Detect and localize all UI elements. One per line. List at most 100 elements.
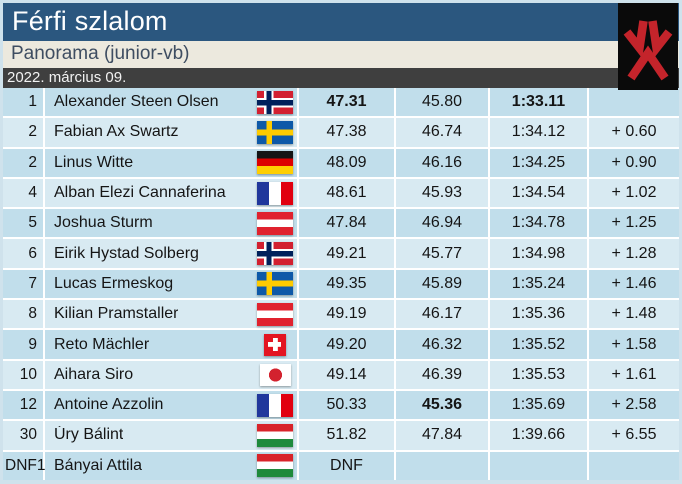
flag-icon-japan xyxy=(259,363,291,386)
athlete-name: Bányai Attila xyxy=(54,456,143,474)
run2-time: 45.93 xyxy=(396,178,488,208)
result-row: 6 Eirik Hystad Solberg 49.21 45.77 1:34.… xyxy=(3,239,679,268)
time-diff: + 1.48 xyxy=(589,300,679,329)
result-row: 9 Reto Mächler 49.20 46.32 1:35.52 + 1.5… xyxy=(3,330,679,359)
rank-cell: 5 xyxy=(3,209,43,238)
run1-time: 49.20 xyxy=(299,330,394,359)
athlete-name: Joshua Sturm xyxy=(54,214,153,232)
flag-icon-norway xyxy=(257,90,293,114)
run1-time: 49.21 xyxy=(299,239,394,268)
name-cell: Úry Bálint xyxy=(45,421,297,450)
total-time xyxy=(490,451,587,480)
rank-cell: 6 xyxy=(3,239,43,268)
flag-icon-hungary xyxy=(257,454,293,478)
total-time: 1:35.36 xyxy=(490,300,587,329)
athlete-name: Alban Elezi Cannaferina xyxy=(54,184,226,202)
name-cell: Reto Mächler xyxy=(45,330,297,359)
time-diff xyxy=(589,451,679,480)
result-row: 12 Antoine Azzolin 50.33 45.36 1:35.69 +… xyxy=(3,390,679,420)
time-diff: + 1.28 xyxy=(589,239,679,268)
rank-cell: 10 xyxy=(3,360,43,389)
flag-icon-france xyxy=(257,393,293,417)
name-cell: Alexander Steen Olsen xyxy=(45,88,297,117)
time-diff: + 0.60 xyxy=(589,118,679,147)
time-diff: + 1.25 xyxy=(589,209,679,238)
total-time: 1:34.54 xyxy=(490,178,587,208)
run2-time: 45.80 xyxy=(396,88,488,117)
athlete-name: Lucas Ermeskog xyxy=(54,274,174,292)
total-time: 1:35.69 xyxy=(490,390,587,420)
result-row: 1 Alexander Steen Olsen 47.31 45.80 1:33… xyxy=(3,88,679,117)
flag-icon-switzerland xyxy=(264,333,286,356)
run2-time: 46.17 xyxy=(396,300,488,329)
time-diff: + 1.58 xyxy=(589,330,679,359)
rank-cell: 9 xyxy=(3,330,43,359)
total-time: 1:34.98 xyxy=(490,239,587,268)
athlete-name: Fabian Ax Swartz xyxy=(54,123,179,141)
name-cell: Linus Witte xyxy=(45,148,297,177)
total-time: 1:34.25 xyxy=(490,148,587,177)
rank-cell: 2 xyxy=(3,148,43,177)
result-row: 30 Úry Bálint 51.82 47.84 1:39.66 + 6.55 xyxy=(3,421,679,450)
result-row: 5 Joshua Sturm 47.84 46.94 1:34.78 + 1.2… xyxy=(3,209,679,238)
run2-time: 45.89 xyxy=(396,269,488,299)
name-cell: Aihara Siro xyxy=(45,360,297,389)
rank-cell: 12 xyxy=(3,390,43,420)
run2-time: 46.74 xyxy=(396,118,488,147)
athlete-name: Alexander Steen Olsen xyxy=(54,93,219,111)
time-diff: + 6.55 xyxy=(589,421,679,450)
athlete-name: Antoine Azzolin xyxy=(54,396,164,414)
name-cell: Kilian Pramstaller xyxy=(45,300,297,329)
results-table: 1 Alexander Steen Olsen 47.31 45.80 1:33… xyxy=(3,88,679,480)
rank-cell: 30 xyxy=(3,421,43,450)
total-time: 1:35.52 xyxy=(490,330,587,359)
name-cell: Alban Elezi Cannaferina xyxy=(45,178,297,208)
rank-cell: 2 xyxy=(3,118,43,147)
result-row: 4 Alban Elezi Cannaferina 48.61 45.93 1:… xyxy=(3,178,679,208)
time-diff xyxy=(589,88,679,117)
name-cell: Bányai Attila xyxy=(45,451,297,480)
run1-time: 48.09 xyxy=(299,148,394,177)
event-title: Férfi szlalom xyxy=(3,3,679,41)
run2-time: 45.36 xyxy=(396,390,488,420)
rank-cell: DNF1 xyxy=(3,451,45,480)
result-row: DNF1 Bányai Attila DNF xyxy=(3,451,679,480)
ski-logo-icon xyxy=(623,19,673,80)
flag-icon-austria xyxy=(257,302,293,326)
time-diff: + 1.02 xyxy=(589,178,679,208)
athlete-name: Eirik Hystad Solberg xyxy=(54,244,199,262)
result-row: 7 Lucas Ermeskog 49.35 45.89 1:35.24 + 1… xyxy=(3,269,679,299)
time-diff: + 0.90 xyxy=(589,148,679,177)
result-row: 10 Aihara Siro 49.14 46.39 1:35.53 + 1.6… xyxy=(3,360,679,389)
run1-time: 49.14 xyxy=(299,360,394,389)
flag-icon-france xyxy=(257,181,293,205)
flag-icon-hungary xyxy=(257,423,293,447)
result-row: 8 Kilian Pramstaller 49.19 46.17 1:35.36… xyxy=(3,300,679,329)
athlete-name: Reto Mächler xyxy=(54,335,150,353)
total-time: 1:39.66 xyxy=(490,421,587,450)
rank-cell: 1 xyxy=(3,88,43,117)
result-row: 2 Linus Witte 48.09 46.16 1:34.25 + 0.90 xyxy=(3,148,679,177)
result-row: 2 Fabian Ax Swartz 47.38 46.74 1:34.12 +… xyxy=(3,118,679,147)
run2-time: 45.77 xyxy=(396,239,488,268)
run2-time xyxy=(396,451,488,480)
time-diff: + 2.58 xyxy=(589,390,679,420)
name-cell: Lucas Ermeskog xyxy=(45,269,297,299)
name-cell: Joshua Sturm xyxy=(45,209,297,238)
rank-cell: 4 xyxy=(3,178,43,208)
athlete-name: Linus Witte xyxy=(54,153,134,171)
flag-icon-sweden xyxy=(257,272,293,296)
venue-subtitle: Panorama (junior-vb) xyxy=(3,41,679,68)
time-diff: + 1.61 xyxy=(589,360,679,389)
athlete-name: Kilian Pramstaller xyxy=(54,305,179,323)
rank-cell: 8 xyxy=(3,300,43,329)
ski-federation-logo xyxy=(618,3,678,90)
event-date: 2022. március 09. xyxy=(3,68,679,88)
run1-time: 51.82 xyxy=(299,421,394,450)
run1-time: 47.38 xyxy=(299,118,394,147)
run2-time: 46.39 xyxy=(396,360,488,389)
name-cell: Eirik Hystad Solberg xyxy=(45,239,297,268)
total-time: 1:33.11 xyxy=(490,88,587,117)
run1-time: 49.19 xyxy=(299,300,394,329)
